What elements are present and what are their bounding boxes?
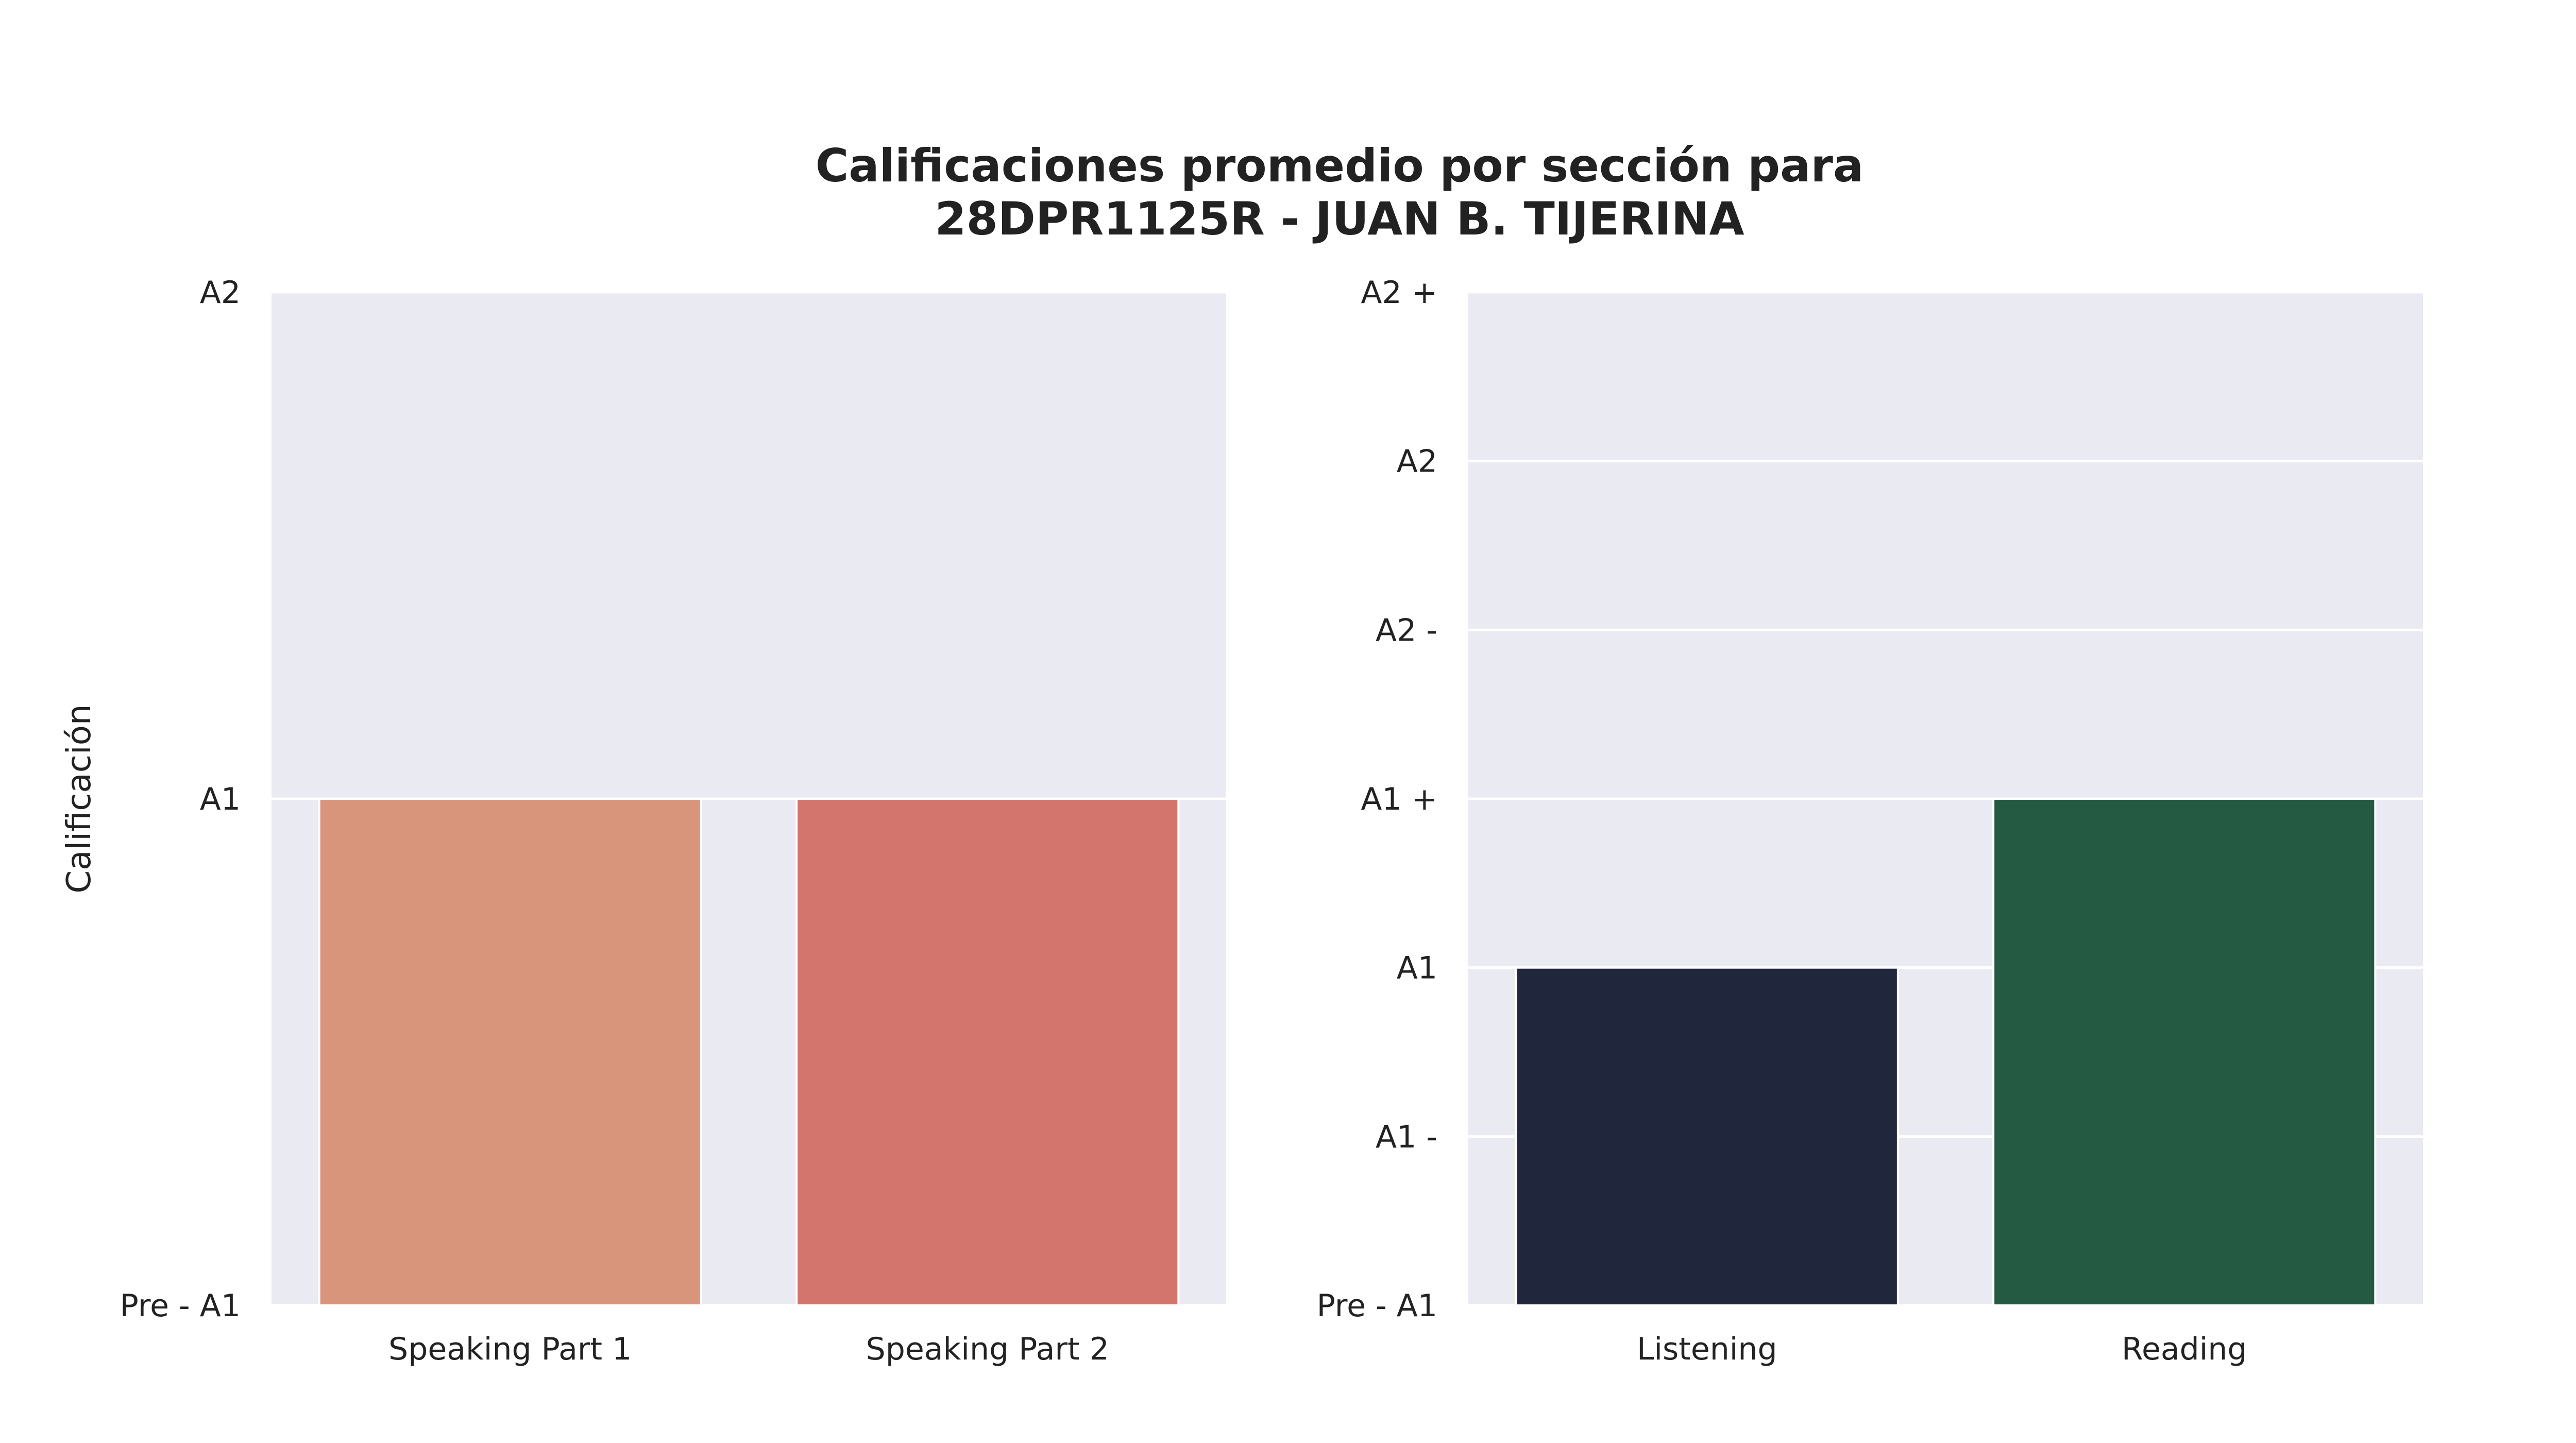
chart-title-line: Calificaciones promedio por sección para — [816, 139, 1864, 192]
y-tick-label: A2 — [200, 275, 241, 311]
y-axis-label: Calificación — [60, 704, 98, 894]
x-tick-label: Speaking Part 2 — [866, 1331, 1109, 1367]
x-tick-label: Speaking Part 1 — [388, 1331, 632, 1367]
right-panel: Pre - A1 A1 - A1 A1 + A2 - A2 A2 + Listening Rea… — [1317, 275, 2423, 1367]
y-tick-label: A1 — [1397, 950, 1437, 986]
bar-speaking-part-1 — [318, 798, 702, 1306]
y-tick-label: A1 — [200, 781, 241, 817]
y-tick-label: A2 — [1397, 444, 1437, 480]
left-panel: Pre - A1 A1 A2 Speaking Part 1 Speaking Part… — [60, 275, 1226, 1367]
chart-title: Calificaciones promedio por sección para… — [816, 139, 1864, 245]
bar-reading — [1992, 798, 2377, 1306]
x-tick-label: Reading — [2122, 1331, 2247, 1367]
y-tick-label: Pre - A1 — [1317, 1288, 1437, 1324]
x-tick-label: Listening — [1637, 1331, 1777, 1367]
bar-speaking-part-2 — [795, 798, 1180, 1306]
y-tick-label: A1 + — [1361, 781, 1437, 817]
y-tick-label: A1 - — [1376, 1119, 1437, 1155]
y-tick-label: A2 - — [1376, 612, 1437, 648]
y-tick-label: Pre - A1 — [120, 1288, 241, 1324]
y-tick-label: A2 + — [1361, 275, 1437, 311]
bar-listening — [1515, 966, 1899, 1306]
chart-title-line: 28DPR1125R - JUAN B. TIJERINA — [935, 192, 1744, 245]
